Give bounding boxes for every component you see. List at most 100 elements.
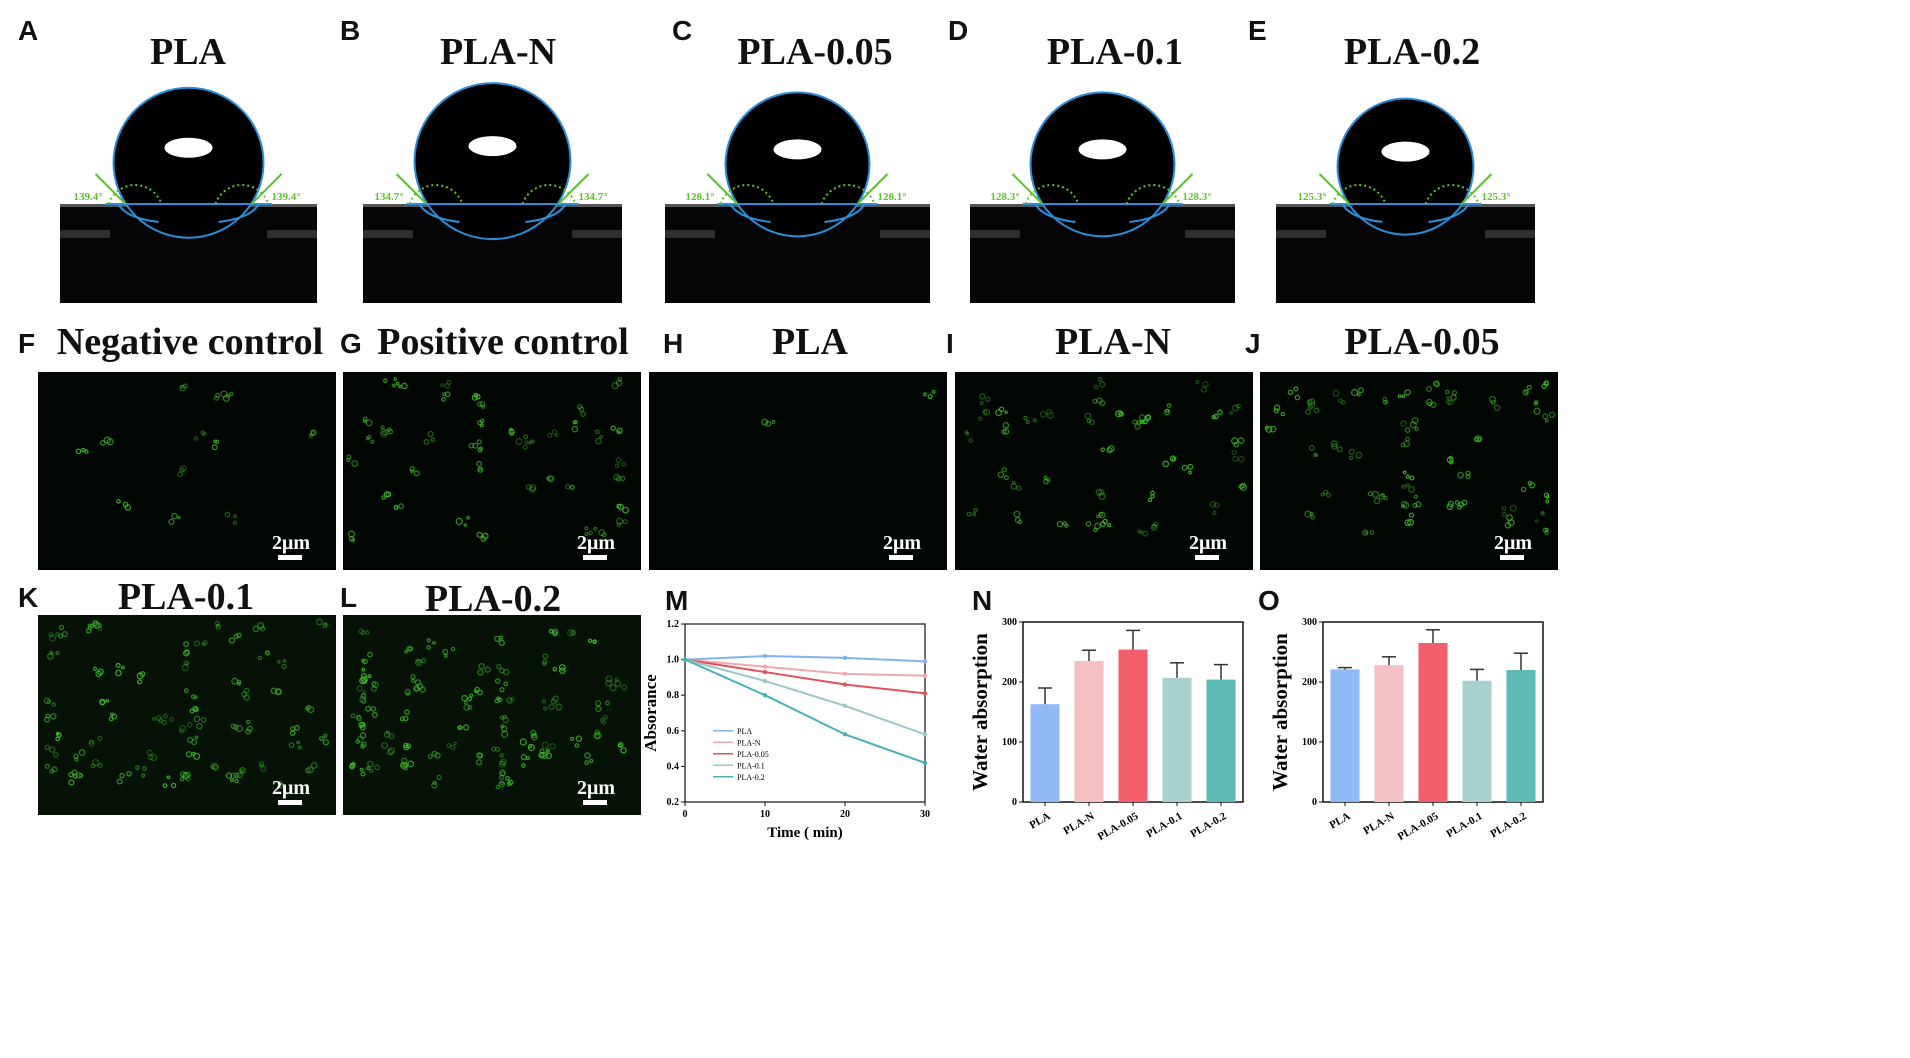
y-tick-label: 0 xyxy=(1312,797,1317,808)
bar xyxy=(1030,704,1060,802)
data-point xyxy=(762,678,768,684)
scale-bar xyxy=(1195,555,1219,560)
y-tick-label: 300 xyxy=(1002,617,1017,628)
x-tick-label: 0 xyxy=(683,809,688,820)
series-line xyxy=(684,658,926,695)
droplet xyxy=(112,86,265,239)
water-droplet-image: 128.1° 128.1° xyxy=(665,91,930,303)
fluorescence-image xyxy=(1260,372,1558,570)
panel-letter-e: E xyxy=(1248,15,1267,46)
panel-letter-i: I xyxy=(946,328,954,359)
y-tick-label: 0.6 xyxy=(667,726,680,737)
panel-letter-a: A xyxy=(18,15,39,46)
x-tick-label: PLA-0.2 xyxy=(1488,810,1529,840)
contact-angle-title: PLA-0.2 xyxy=(1343,31,1481,73)
droplet-highlight xyxy=(1078,139,1127,160)
scale-bar-label: 2μm xyxy=(272,777,310,799)
bar xyxy=(1206,679,1236,802)
scale-bar-label: 2μm xyxy=(272,532,310,554)
panel-letter-m: M xyxy=(665,585,689,616)
droplet-highlight xyxy=(468,136,517,157)
data-point xyxy=(922,732,928,737)
panel-letter-f: F xyxy=(18,328,36,359)
data-point xyxy=(922,659,928,664)
angle-label-right: 128.3° xyxy=(1183,191,1212,203)
scale-bar xyxy=(889,555,913,560)
y-tick-label: 200 xyxy=(1002,677,1017,688)
x-axis-label: Time ( min) xyxy=(767,825,843,841)
contact-angle-title: PLA xyxy=(150,31,226,73)
scale-bar-label: 2μm xyxy=(1189,532,1227,554)
fluorescence-image xyxy=(649,372,947,570)
y-tick-label: 0.4 xyxy=(667,761,680,772)
y-tick-label: 0.2 xyxy=(667,797,680,808)
x-tick-label: PLA-N xyxy=(1361,810,1396,837)
scale-bar xyxy=(1500,555,1524,560)
bar xyxy=(1462,680,1492,802)
panel-letter-j: J xyxy=(1245,328,1261,359)
bar xyxy=(1074,661,1104,802)
panel-letter-g: G xyxy=(340,328,362,359)
angle-label-left: 128.1° xyxy=(686,191,715,203)
contact-angle-title: PLA-0.1 xyxy=(1046,31,1184,73)
series-line xyxy=(684,658,926,677)
bar xyxy=(1418,643,1448,802)
y-axis-label: Water absorption xyxy=(968,633,992,791)
x-tick-label: PLA-0.1 xyxy=(1144,810,1184,840)
data-point xyxy=(842,682,848,687)
series-line xyxy=(684,658,926,764)
bar xyxy=(1118,649,1148,802)
scale-bar-label: 2μm xyxy=(1494,532,1532,554)
data-point xyxy=(922,691,928,696)
panel-letter-c: C xyxy=(672,15,693,46)
angle-label-right: 134.7° xyxy=(579,191,608,203)
data-point xyxy=(762,693,768,698)
fluorescence-title: Positive control xyxy=(377,321,629,363)
droplet xyxy=(1029,91,1176,238)
series-line xyxy=(684,655,926,663)
water-droplet-image: 139.4° 139.4° xyxy=(60,86,317,303)
y-tick-label: 200 xyxy=(1302,677,1317,688)
fluorescence-title: PLA xyxy=(772,321,848,363)
data-point xyxy=(762,669,768,675)
x-tick-label: PLA xyxy=(1027,810,1052,831)
scale-bar-label: 2μm xyxy=(883,532,921,554)
y-axis-label: Water absorption xyxy=(1268,633,1292,791)
panel-letter-k: K xyxy=(18,582,39,613)
y-tick-label: 0 xyxy=(1012,797,1017,808)
droplet xyxy=(1336,97,1475,236)
x-tick-label: PLA-N xyxy=(1061,810,1096,837)
fluorescence-title: PLA-N xyxy=(1054,321,1172,363)
x-tick-label: PLA-0.1 xyxy=(1444,810,1484,840)
water-droplet-image: 125.3° 125.3° xyxy=(1276,97,1535,303)
fluorescence-title: Negative control xyxy=(56,321,324,363)
fluorescence-title: PLA-0.2 xyxy=(424,578,562,620)
angle-label-right: 125.3° xyxy=(1482,191,1511,203)
droplet-highlight xyxy=(773,139,822,160)
x-tick-label: PLA xyxy=(1327,810,1352,831)
panel-letter-h: H xyxy=(663,328,684,359)
panel-letter-l: L xyxy=(340,582,358,613)
fluorescence-title: PLA-0.1 xyxy=(117,576,255,618)
fluorescence-image xyxy=(343,372,641,570)
legend-label: PLA-0.05 xyxy=(737,750,769,759)
angle-label-left: 128.3° xyxy=(991,191,1020,203)
data-point xyxy=(762,664,768,669)
x-tick-label: 30 xyxy=(920,809,930,820)
fluorescence-image xyxy=(343,615,641,815)
contact-angle-title: PLA-0.05 xyxy=(737,31,893,73)
y-tick-label: 1.2 xyxy=(667,619,680,630)
fluorescence-image xyxy=(955,372,1253,570)
y-tick-label: 300 xyxy=(1302,617,1317,628)
legend-label: PLA xyxy=(737,727,752,736)
data-point xyxy=(842,732,848,737)
series-line xyxy=(684,658,926,736)
water-droplet-image: 134.7° 134.7° xyxy=(363,82,622,303)
angle-label-right: 139.4° xyxy=(272,191,301,203)
scale-bar xyxy=(278,800,302,805)
x-tick-label: PLA-0.05 xyxy=(1396,810,1441,843)
scale-bar xyxy=(583,555,607,560)
y-axis-label: Absorance xyxy=(641,674,660,752)
